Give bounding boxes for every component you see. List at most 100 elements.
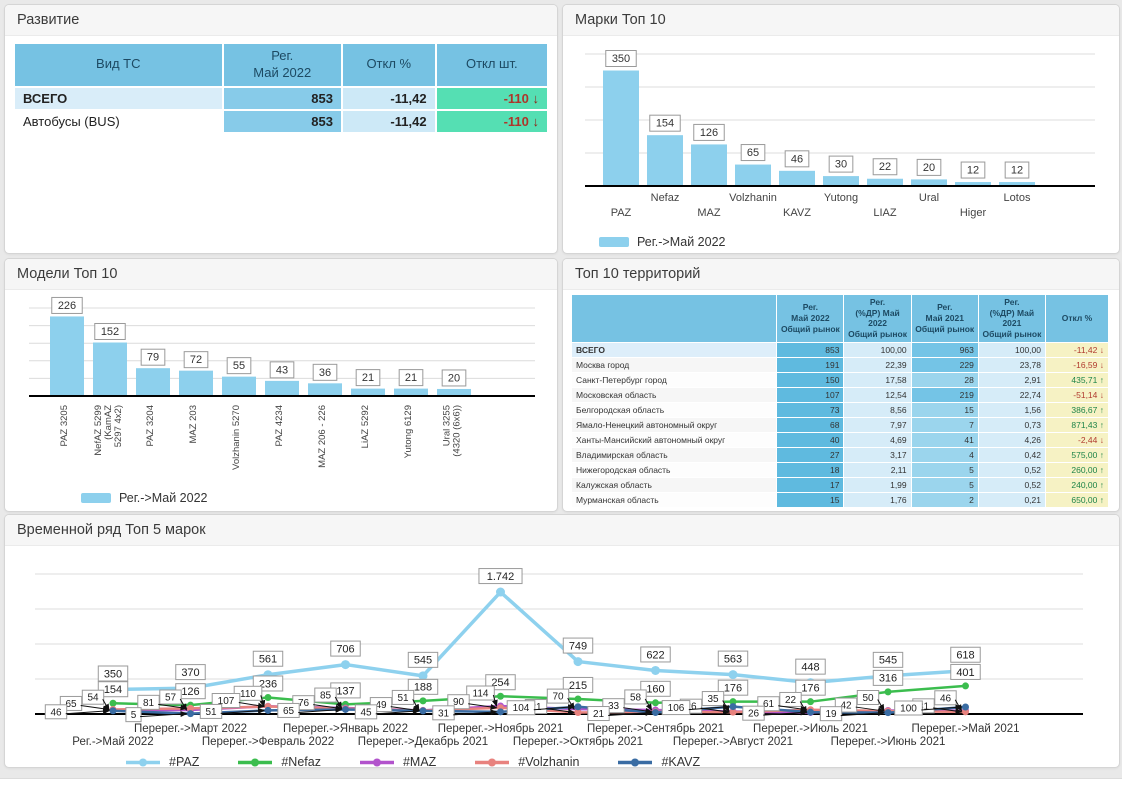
territory-row[interactable]: Московская область 107 12,54 219 22,74 -51,14… <box>572 387 1108 402</box>
point-PAZ-8[interactable] <box>728 670 738 680</box>
point-KAVZ-3[interactable] <box>342 705 349 713</box>
share-2022-cell[interactable]: 1,76 <box>844 492 911 507</box>
territory-name-cell[interactable]: Нижегородская область <box>572 462 777 477</box>
deviation-pct-cell[interactable]: 386,67 ↑ <box>1045 402 1108 417</box>
point-Nefaz-0[interactable] <box>109 699 117 707</box>
territory-name-cell[interactable]: Ханты-Мансийский автономный округ <box>572 432 777 447</box>
legend-item-PAZ[interactable]: #PAZ <box>125 755 199 767</box>
bar-PAZ 4234[interactable] <box>265 380 299 396</box>
point-PAZ-5[interactable] <box>496 587 505 597</box>
point-KAVZ-8[interactable] <box>729 703 737 711</box>
point-KAVZ-11[interactable] <box>962 703 969 711</box>
point-PAZ-7[interactable] <box>651 665 660 675</box>
razvitie-row[interactable]: Автобусы (BUS) 853 -11,42 -110 ↓ <box>15 110 547 132</box>
reg-2021-cell[interactable]: 4 <box>911 447 978 462</box>
share-2022-cell[interactable]: 3,17 <box>844 447 911 462</box>
deviation-pct-cell[interactable]: 240,00 ↑ <box>1045 477 1108 492</box>
bar-NefAZ 5299[interactable] <box>93 342 127 396</box>
legend-item-MAZ[interactable]: #MAZ <box>359 755 436 767</box>
bar-Yutong[interactable] <box>823 176 859 186</box>
territory-name-cell[interactable]: Белгородская область <box>572 402 777 417</box>
deviation-pct-cell[interactable]: -11,42 ↓ <box>1045 342 1108 357</box>
point-KAVZ-2[interactable] <box>264 706 272 714</box>
bar-MAZ 203[interactable] <box>179 370 213 396</box>
territory-name-cell[interactable]: Мурманская область <box>572 492 777 507</box>
reg-value-cell[interactable]: 853 <box>223 110 341 132</box>
territory-name-cell[interactable]: Московская область <box>572 387 777 402</box>
point-Nefaz-7[interactable] <box>652 699 659 707</box>
reg-2022-cell[interactable]: 27 <box>777 447 844 462</box>
point-KAVZ-10[interactable] <box>884 709 892 717</box>
bar-MAZ[interactable] <box>691 144 727 186</box>
share-2021-cell[interactable]: 0,42 <box>978 447 1045 462</box>
bar-LIAZ[interactable] <box>867 178 903 186</box>
point-Volzhanin-8[interactable] <box>729 708 737 716</box>
deviation-pct-cell[interactable]: -51,14 ↓ <box>1045 387 1108 402</box>
deviation-pct-cell[interactable]: 871,43 ↑ <box>1045 417 1108 432</box>
reg-2022-cell[interactable]: 853 <box>777 342 844 357</box>
reg-2022-cell[interactable]: 15 <box>777 492 844 507</box>
share-2021-cell[interactable]: 23,78 <box>978 357 1045 372</box>
point-KAVZ-4[interactable] <box>419 707 427 715</box>
reg-2022-cell[interactable]: 17 <box>777 477 844 492</box>
vehicle-type-cell[interactable]: ВСЕГО <box>15 87 222 109</box>
share-2021-cell[interactable]: 0,73 <box>978 417 1045 432</box>
reg-2022-cell[interactable]: 191 <box>777 357 844 372</box>
point-PAZ-3[interactable] <box>341 660 350 670</box>
point-PAZ-4[interactable] <box>418 671 428 681</box>
share-2021-cell[interactable]: 0,52 <box>978 462 1045 477</box>
share-2021-cell[interactable]: 2,91 <box>978 372 1045 387</box>
deviation-pct-cell[interactable]: 650,00 ↑ <box>1045 492 1108 507</box>
point-Volzhanin-6[interactable] <box>574 709 582 717</box>
vehicle-type-cell[interactable]: Автобусы (BUS) <box>15 110 222 132</box>
point-KAVZ-9[interactable] <box>807 708 814 716</box>
share-2021-cell[interactable]: 100,00 <box>978 342 1045 357</box>
bar-Ural[interactable] <box>911 179 947 186</box>
share-2022-cell[interactable]: 4,69 <box>844 432 911 447</box>
reg-2021-cell[interactable]: 963 <box>911 342 978 357</box>
reg-value-cell[interactable]: 853 <box>223 87 341 109</box>
territory-name-cell[interactable]: Ямало-Ненецкий автономный округ <box>572 417 777 432</box>
territory-row[interactable]: Нижегородская область 18 2,11 5 0,52 260,00 ↑ <box>572 462 1108 477</box>
share-2022-cell[interactable]: 100,00 <box>844 342 911 357</box>
territory-row[interactable]: Мурманская область 15 1,76 2 0,21 650,00 ↑ <box>572 492 1108 507</box>
share-2022-cell[interactable]: 8,56 <box>844 402 911 417</box>
reg-2021-cell[interactable]: 15 <box>911 402 978 417</box>
territory-row[interactable]: Москва город 191 22,39 229 23,78 -16,59 ↓ <box>572 357 1108 372</box>
legend-item-Nefaz[interactable]: #Nefaz <box>237 755 321 767</box>
point-Nefaz-10[interactable] <box>884 688 892 696</box>
point-Nefaz-4[interactable] <box>419 697 427 705</box>
share-2022-cell[interactable]: 2,11 <box>844 462 911 477</box>
share-2021-cell[interactable]: 22,74 <box>978 387 1045 402</box>
bar-Lotos[interactable] <box>999 182 1035 186</box>
reg-2022-cell[interactable]: 68 <box>777 417 844 432</box>
reg-2022-cell[interactable]: 18 <box>777 462 844 477</box>
point-Nefaz-2[interactable] <box>264 693 272 701</box>
territory-row[interactable]: Калужская область 17 1,99 5 0,52 240,00 ↑ <box>572 477 1108 492</box>
bar-PAZ 3205[interactable] <box>50 316 84 396</box>
share-2021-cell[interactable]: 0,52 <box>978 477 1045 492</box>
point-KAVZ-5[interactable] <box>497 708 504 716</box>
share-2022-cell[interactable]: 1,99 <box>844 477 911 492</box>
territory-name-cell[interactable]: Санкт-Петербург город <box>572 372 777 387</box>
share-2022-cell[interactable]: 12,54 <box>844 387 911 402</box>
bar-PAZ[interactable] <box>603 70 639 187</box>
share-2021-cell[interactable]: 0,21 <box>978 492 1045 507</box>
legend-item-KAVZ[interactable]: #KAVZ <box>617 755 700 767</box>
share-2022-cell[interactable]: 17,58 <box>844 372 911 387</box>
razvitie-row[interactable]: ВСЕГО 853 -11,42 -110 ↓ <box>15 87 547 109</box>
bar-Ural 3255[interactable] <box>437 388 471 396</box>
territory-name-cell[interactable]: Москва город <box>572 357 777 372</box>
point-PAZ-6[interactable] <box>573 657 583 667</box>
territory-name-cell[interactable]: ВСЕГО <box>572 342 777 357</box>
share-2021-cell[interactable]: 1,56 <box>978 402 1045 417</box>
point-Volzhanin-1[interactable] <box>187 704 194 712</box>
bar-Higer[interactable] <box>955 182 991 186</box>
deviation-pct-cell[interactable]: 435,71 ↑ <box>1045 372 1108 387</box>
territory-row[interactable]: Владимирская область 27 3,17 4 0,42 575,00 ↑ <box>572 447 1108 462</box>
point-KAVZ-6[interactable] <box>574 703 582 711</box>
deviation-pct-cell[interactable]: -16,59 ↓ <box>1045 357 1108 372</box>
bar-MAZ 206 - 226[interactable] <box>308 383 342 396</box>
point-KAVZ-0[interactable] <box>109 707 117 715</box>
reg-2022-cell[interactable]: 40 <box>777 432 844 447</box>
